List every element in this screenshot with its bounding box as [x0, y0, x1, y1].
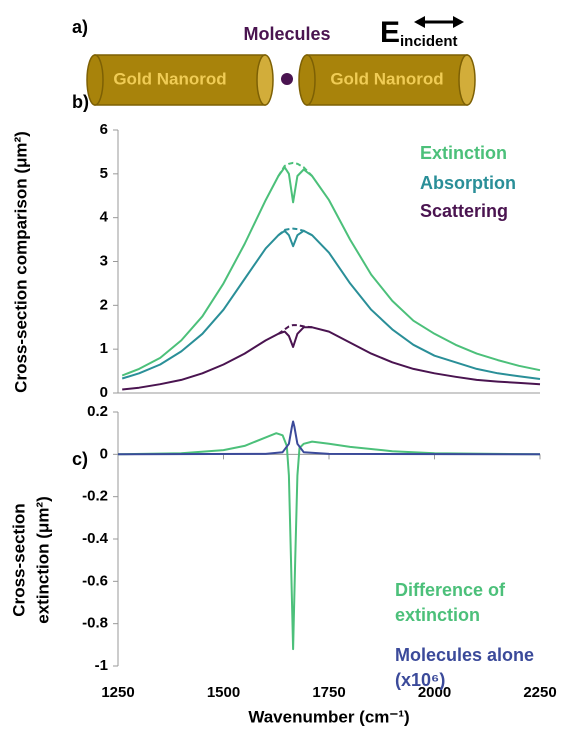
y-tick-label: -0.2 [82, 488, 108, 505]
rod-left [86, 54, 274, 106]
y-tick-label: -0.6 [82, 572, 108, 589]
x-tick-label: 2000 [418, 684, 451, 701]
rod-right [298, 54, 476, 106]
line [121, 229, 541, 380]
y-axis-label: Cross-section comparison (μm²) [11, 131, 30, 393]
rod-label: Gold Nanorod [113, 69, 226, 88]
legend-entry: Extinction [420, 143, 508, 163]
legend-entry: Absorption [420, 173, 516, 193]
line [277, 161, 313, 177]
y-tick-label: 0 [100, 384, 108, 401]
y-tick-label: -1 [95, 657, 108, 674]
e-label: E [380, 16, 400, 49]
line [277, 227, 313, 237]
y-tick-label: 2 [100, 296, 108, 313]
legend-entry: Scattering [420, 201, 509, 221]
x-tick-label: 1250 [101, 684, 134, 701]
y-tick-label: 0.2 [87, 403, 108, 420]
y-tick-label: -0.8 [82, 615, 108, 632]
y-tick-label: 4 [100, 209, 109, 226]
x-tick-label: 1500 [207, 684, 240, 701]
legend-entry: Difference of extinction [395, 580, 506, 625]
y-tick-label: -0.4 [82, 530, 109, 547]
y-tick-label: 3 [100, 252, 108, 269]
panel-label: b) [72, 92, 89, 112]
e-subscript: incident [400, 33, 458, 50]
x-tick-label: 1750 [312, 684, 345, 701]
y-tick-label: 0 [100, 445, 108, 462]
line [121, 166, 541, 377]
y-tick-label: 6 [100, 121, 108, 138]
panel-label: a) [72, 17, 88, 37]
molecule-dot [281, 73, 293, 85]
molecules-label: Molecules [243, 24, 330, 44]
line [122, 326, 541, 391]
rod-label: Gold Nanorod [330, 69, 443, 88]
line [277, 324, 313, 335]
x-tick-label: 2250 [523, 684, 556, 701]
legend-entry: Molecules alone (x10⁶) [395, 645, 535, 690]
line [117, 420, 541, 456]
x-axis-label: Wavenumber (cm⁻¹) [248, 707, 409, 726]
y-axis-label: Cross-section [9, 503, 28, 616]
line [117, 432, 541, 651]
arrow [414, 16, 464, 28]
y-tick-label: 5 [100, 165, 108, 182]
panel-label: c) [72, 449, 88, 469]
y-tick-label: 1 [100, 340, 108, 357]
y-axis-label: extinction (μm²) [33, 496, 52, 624]
